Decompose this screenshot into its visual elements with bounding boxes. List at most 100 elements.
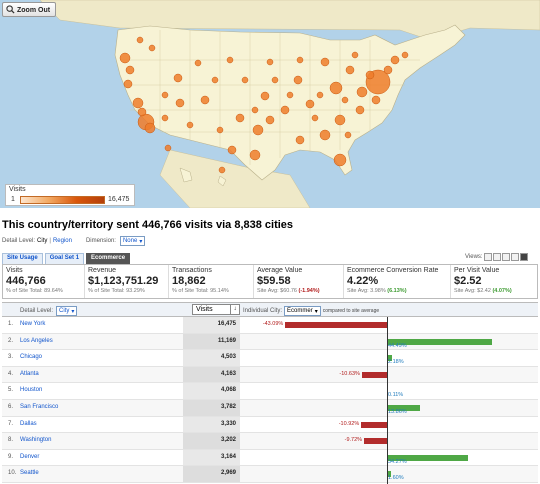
compare-label: compared to site average	[322, 308, 380, 314]
city-marker[interactable]	[227, 145, 237, 155]
city-marker[interactable]	[148, 44, 156, 52]
city-marker[interactable]	[265, 115, 275, 125]
city-marker[interactable]	[144, 122, 156, 134]
detail-level-label: Detail Level:	[2, 238, 36, 244]
scorecard-value: $2.52	[454, 275, 482, 287]
city-link[interactable]: Washington	[20, 437, 52, 444]
dimension-select[interactable]: None ▾	[119, 236, 146, 246]
city-marker[interactable]	[293, 75, 303, 85]
city-marker[interactable]	[351, 51, 359, 59]
city-marker[interactable]	[132, 97, 144, 109]
city-link[interactable]: Dallas	[20, 420, 37, 427]
row-index: 5.	[8, 387, 14, 394]
city-marker[interactable]	[161, 114, 169, 122]
city-marker[interactable]	[320, 57, 330, 67]
positive-delta-bar	[387, 355, 393, 362]
city-marker[interactable]	[390, 55, 400, 65]
detail-level-separator: |	[49, 238, 51, 244]
city-link[interactable]: New York	[20, 321, 46, 327]
negative-delta-bar	[361, 371, 387, 378]
view-pivot-icon[interactable]	[519, 253, 528, 261]
sort-desc-icon[interactable]: ↓	[230, 305, 239, 314]
city-marker[interactable]	[280, 105, 290, 115]
city-marker[interactable]	[296, 56, 304, 64]
city-marker[interactable]	[251, 106, 259, 114]
city-marker[interactable]	[216, 126, 224, 134]
view-bar-icon[interactable]	[501, 253, 510, 261]
city-marker[interactable]	[333, 153, 347, 167]
city-marker[interactable]	[344, 131, 352, 139]
city-marker[interactable]	[260, 91, 270, 101]
detail-level-region-link[interactable]: Region	[52, 238, 72, 244]
city-markers	[119, 36, 409, 174]
city-marker[interactable]	[356, 86, 368, 98]
city-marker[interactable]	[123, 79, 133, 89]
city-link[interactable]: Atlanta	[20, 370, 39, 377]
city-marker[interactable]	[319, 129, 331, 141]
city-marker[interactable]	[334, 114, 346, 126]
city-marker[interactable]	[341, 96, 349, 104]
city-marker[interactable]	[305, 99, 315, 109]
city-marker[interactable]	[252, 124, 264, 136]
city-marker[interactable]	[266, 58, 274, 66]
row-index: 8.	[8, 437, 14, 444]
city-marker[interactable]	[271, 76, 279, 84]
zoom-out-button[interactable]: Zoom Out	[2, 2, 57, 17]
city-marker[interactable]	[125, 65, 135, 75]
city-marker[interactable]	[211, 76, 219, 84]
visits-cell: 4,163	[183, 366, 240, 383]
tab-ecommerce[interactable]: Ecommerce	[86, 253, 131, 264]
city-marker[interactable]	[161, 91, 169, 99]
city-link[interactable]: Houston	[20, 387, 43, 394]
city-link[interactable]: San Francisco	[20, 403, 59, 410]
city-marker[interactable]	[365, 70, 375, 80]
table-row: 1. New York 16,475 -43.09%	[2, 317, 538, 334]
city-marker[interactable]	[218, 166, 226, 174]
table-row: 8. Washington 3,202 -9.72%	[2, 433, 538, 450]
city-marker[interactable]	[194, 59, 202, 67]
city-marker[interactable]	[249, 149, 261, 161]
city-marker[interactable]	[164, 144, 172, 152]
city-marker[interactable]	[355, 105, 365, 115]
table-detail-level-select[interactable]: City ▾	[56, 306, 78, 316]
legend-title: Visits	[9, 186, 26, 193]
city-marker[interactable]	[401, 51, 409, 59]
city-link[interactable]: Seattle	[20, 470, 39, 477]
city-marker[interactable]	[226, 56, 234, 64]
city-link[interactable]: Los Angeles	[20, 337, 53, 344]
city-marker[interactable]	[119, 52, 131, 64]
tab-site-usage[interactable]: Site Usage	[2, 253, 43, 264]
city-marker[interactable]	[316, 91, 324, 99]
city-marker[interactable]	[136, 36, 144, 44]
view-compare-icon[interactable]	[510, 253, 519, 261]
row-index: 2.	[8, 337, 14, 344]
city-marker[interactable]	[311, 114, 319, 122]
dimension-label: Dimension:	[85, 238, 116, 244]
city-link[interactable]: Denver	[20, 453, 40, 460]
city-marker[interactable]	[295, 135, 305, 145]
delta-label: 2.18%	[388, 359, 404, 366]
city-marker[interactable]	[173, 73, 183, 83]
table-row: 5. Houston 4,068 0.11%	[2, 383, 538, 400]
city-marker[interactable]	[200, 95, 210, 105]
table-body: 1. New York 16,475 -43.09% 2. Los Angeles 11,1…	[2, 317, 538, 483]
map-legend: Visits 1 16,475	[5, 184, 135, 206]
view-pie-icon[interactable]	[492, 253, 501, 261]
tab-goal-set-1[interactable]: Goal Set 1	[44, 253, 85, 264]
city-marker[interactable]	[186, 121, 194, 129]
visits-column-header[interactable]: Visits ↓	[192, 304, 240, 315]
city-marker[interactable]	[286, 91, 294, 99]
city-marker[interactable]	[235, 113, 245, 123]
city-marker[interactable]	[241, 76, 249, 84]
city-marker[interactable]	[345, 65, 355, 75]
visits-cell: 4,068	[183, 383, 240, 399]
individual-city-metric-select[interactable]: Ecommer ▾	[284, 306, 321, 316]
city-marker[interactable]	[329, 81, 343, 95]
city-marker[interactable]	[137, 107, 147, 117]
view-table-icon[interactable]	[483, 253, 492, 261]
city-marker[interactable]	[175, 98, 185, 108]
geo-map[interactable]: Zoom Out Visits 1 16,475	[0, 0, 540, 208]
city-marker[interactable]	[383, 65, 393, 75]
city-link[interactable]: Chicago	[20, 354, 43, 361]
city-marker[interactable]	[371, 95, 381, 105]
